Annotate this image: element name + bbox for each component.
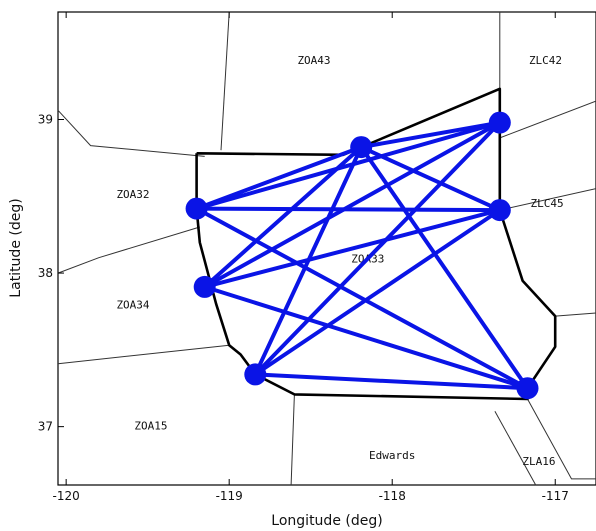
sector-boundary-line: [494, 411, 537, 486]
x-tick-label: -119: [216, 489, 243, 503]
sector-boundary-line: [57, 109, 205, 157]
network-link: [202, 120, 502, 289]
x-axis-title: Longitude (deg): [271, 513, 382, 529]
sector-label: ZOA34: [116, 298, 149, 311]
network-link: [253, 208, 502, 377]
sector-boundary-line: [290, 394, 295, 486]
sector-label: ZLC42: [529, 54, 562, 67]
sector-label: ZLA16: [522, 455, 555, 468]
network-node: [350, 136, 373, 159]
sector-label: ZOA15: [134, 420, 167, 433]
sector-label: ZOA43: [297, 54, 330, 67]
network-node: [488, 111, 511, 134]
network-nodes: [185, 111, 539, 400]
x-tick-label: -117: [542, 489, 569, 503]
network-link: [194, 206, 502, 213]
y-axis-title: Latitude (deg): [8, 198, 24, 297]
network-link: [253, 120, 502, 377]
x-tick-label: -118: [379, 489, 406, 503]
network-links: [194, 120, 530, 391]
network-node: [185, 197, 208, 220]
network-link: [194, 206, 530, 391]
y-tick-label: 39: [38, 113, 53, 127]
network-link: [202, 208, 502, 289]
sector-boundary-line: [57, 344, 230, 365]
network-link: [253, 372, 530, 391]
network-node: [516, 377, 539, 400]
network-node: [244, 363, 267, 386]
sector-label: ZOA32: [116, 188, 149, 201]
y-tick-label: 37: [38, 420, 53, 434]
sector-label: Edwards: [369, 449, 415, 462]
network-link: [359, 120, 502, 150]
network-link: [194, 145, 364, 211]
y-axis-ticks: 37 38 39: [38, 113, 64, 434]
network-link: [359, 145, 530, 391]
sector-boundary-line: [220, 11, 230, 151]
sector-boundary-line: [555, 312, 596, 317]
network-node: [193, 275, 216, 298]
network-link: [359, 145, 502, 213]
sector-boundary-line: [499, 188, 596, 211]
x-tick-label: -120: [53, 489, 80, 503]
network-link: [202, 284, 530, 391]
sector-label: ZLC45: [531, 197, 564, 210]
sector-labels: ZOA43ZLC42ZOA32ZLC45ZOA33ZOA34ZOA15Edwar…: [116, 54, 563, 468]
x-axis-ticks: -120 -119 -118 -117: [53, 12, 569, 503]
network-link: [194, 120, 502, 211]
sector-boundary-line: [527, 398, 596, 480]
plot-area: [57, 11, 596, 486]
thin-sector-boundaries: [57, 11, 596, 486]
sector-boundary-line: [57, 226, 200, 274]
sector-boundary-line: [499, 100, 596, 139]
network-node: [488, 199, 511, 222]
y-tick-label: 38: [38, 266, 53, 280]
